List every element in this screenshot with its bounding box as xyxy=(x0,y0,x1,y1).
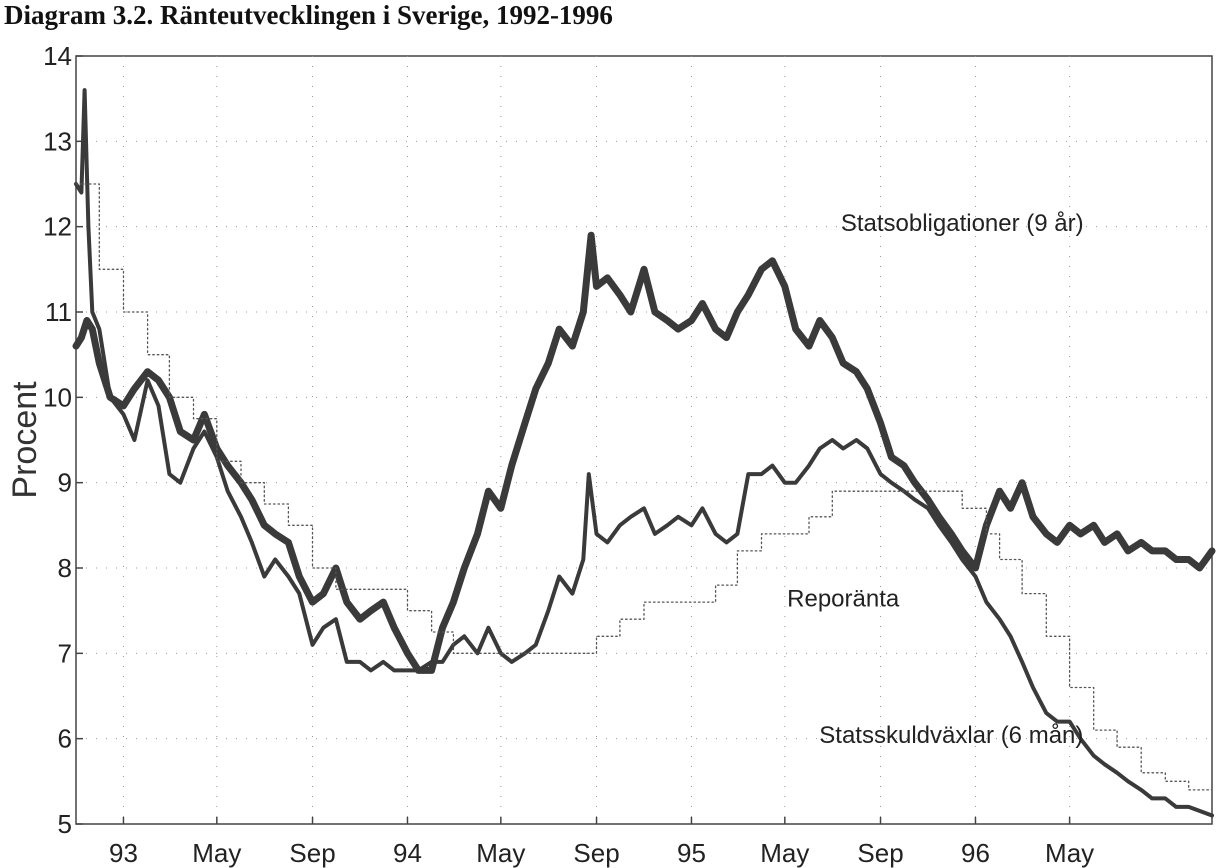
x-tick-label: 94 xyxy=(393,838,422,868)
series-line-2 xyxy=(74,88,1214,818)
series-line-3 xyxy=(75,183,1213,800)
y-axis-label: Procent xyxy=(6,381,44,499)
x-tick-label: Sep xyxy=(857,838,903,868)
chart-title: Diagram 3.2. Ränteutvecklingen i Sverige… xyxy=(4,0,613,30)
y-tick-label: 8 xyxy=(58,553,72,583)
y-tick-label: 13 xyxy=(43,126,72,156)
y-tick-label: 5 xyxy=(58,809,72,839)
y-tick-label: 12 xyxy=(43,212,72,242)
y-tick-label: 9 xyxy=(58,468,72,498)
series-annotation-1: Statsobligationer (9 år) xyxy=(841,210,1084,237)
series-annotation-2: Reporänta xyxy=(787,585,900,612)
y-tick-label: 11 xyxy=(45,297,72,327)
x-tick-label: May xyxy=(760,838,809,868)
y-tick-label: 14 xyxy=(43,41,72,71)
series-annotation-3: Statsskuldväxlar (6 mån) xyxy=(819,722,1083,749)
x-tick-label: May xyxy=(1045,838,1094,868)
x-tick-label: 96 xyxy=(961,838,990,868)
y-tick-label: 7 xyxy=(58,638,72,668)
series-line-1 xyxy=(72,231,1216,674)
y-tick-label: 6 xyxy=(58,724,72,754)
x-tick-label: 93 xyxy=(109,838,138,868)
y-tick-label: 10 xyxy=(43,382,72,412)
plot-frame xyxy=(75,55,1213,825)
x-tick-label: May xyxy=(192,838,241,868)
x-tick-label: 95 xyxy=(677,838,706,868)
x-tick-label: May xyxy=(476,838,525,868)
x-tick-label: Sep xyxy=(289,838,335,868)
x-tick-label: Sep xyxy=(573,838,619,868)
